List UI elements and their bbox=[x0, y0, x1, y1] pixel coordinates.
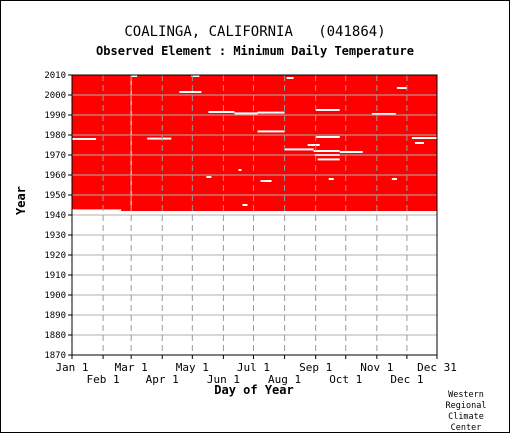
missing-segment-15 bbox=[315, 109, 340, 111]
missing-segment-2 bbox=[72, 138, 97, 140]
y-tick-label-1990: 1990 bbox=[44, 111, 66, 121]
data-present-block-0 bbox=[72, 75, 437, 213]
missing-segment-9 bbox=[284, 148, 314, 151]
credit-line-3: Climate bbox=[448, 412, 484, 422]
missing-segment-20 bbox=[260, 180, 272, 182]
x-tick-label-182: Jul 1 bbox=[237, 361, 270, 374]
missing-segment-0 bbox=[72, 209, 122, 212]
x-tick-label-91: Apr 1 bbox=[146, 373, 179, 386]
y-tick-label-1910: 1910 bbox=[44, 271, 66, 281]
y-tick-label-1870: 1870 bbox=[44, 351, 66, 361]
missing-segment-25 bbox=[286, 77, 294, 79]
missing-segment-17 bbox=[371, 113, 396, 115]
y-tick-label-1940: 1940 bbox=[44, 211, 66, 221]
missing-segment-13 bbox=[307, 144, 320, 146]
missing-segment-16 bbox=[339, 151, 363, 153]
y-tick-label-2000: 2000 bbox=[44, 91, 66, 101]
credit-line-4: Center bbox=[450, 423, 482, 433]
y-tick-label-1920: 1920 bbox=[44, 251, 66, 261]
credit-block: Western Regional Climate Center bbox=[436, 390, 496, 434]
y-tick-label-1930: 1930 bbox=[44, 231, 66, 241]
x-axis-label: Day of Year bbox=[214, 383, 293, 397]
chart-title: COALINGA, CALIFORNIA (041864) bbox=[124, 24, 386, 40]
missing-segment-8 bbox=[257, 130, 285, 133]
x-tick-label-60: Mar 1 bbox=[115, 361, 148, 374]
missing-segment-10 bbox=[313, 150, 340, 152]
missing-segment-18 bbox=[411, 137, 437, 139]
x-tick-label-32: Feb 1 bbox=[87, 373, 120, 386]
x-tick-label-152: Jun 1 bbox=[207, 373, 240, 386]
y-tick-label-1970: 1970 bbox=[44, 151, 66, 161]
missing-segment-23 bbox=[131, 75, 138, 77]
x-tick-label-365: Dec 31 bbox=[417, 361, 457, 374]
chart-subtitle: Observed Element : Minimum Daily Tempera… bbox=[96, 44, 414, 58]
missing-segment-4 bbox=[179, 91, 202, 93]
missing-segment-14 bbox=[315, 136, 340, 138]
y-tick-label-2010: 2010 bbox=[44, 71, 66, 81]
y-tick-label-1900: 1900 bbox=[44, 291, 66, 301]
missing-segment-22 bbox=[242, 204, 248, 206]
credit-line-2: Regional bbox=[445, 401, 487, 411]
missing-segment-19 bbox=[414, 142, 424, 144]
y-tick-label-1890: 1890 bbox=[44, 311, 66, 321]
missing-segment-3 bbox=[147, 137, 172, 140]
missing-segment-12 bbox=[317, 158, 340, 161]
missing-segment-21 bbox=[238, 169, 242, 171]
y-tick-label-1880: 1880 bbox=[44, 331, 66, 341]
x-tick-label-121: May 1 bbox=[176, 361, 209, 374]
x-tick-label-213: Aug 1 bbox=[268, 373, 301, 386]
missing-segment-27 bbox=[206, 176, 212, 178]
x-tick-label-244: Sep 1 bbox=[299, 361, 332, 374]
missing-segment-7 bbox=[257, 111, 285, 114]
x-tick-label-305: Nov 1 bbox=[360, 361, 393, 374]
missing-segment-29 bbox=[391, 178, 397, 180]
missing-segment-28 bbox=[328, 178, 334, 180]
y-tick-label-1980: 1980 bbox=[44, 131, 66, 141]
x-tick-label-335: Dec 1 bbox=[390, 373, 423, 386]
y-tick-label-1950: 1950 bbox=[44, 191, 66, 201]
missing-segment-24 bbox=[191, 75, 200, 77]
missing-segment-26 bbox=[396, 87, 407, 89]
credit-line-1: Western bbox=[448, 390, 484, 400]
missing-segment-1 bbox=[72, 211, 437, 213]
x-tick-label-274: Oct 1 bbox=[329, 373, 362, 386]
y-tick-label-1960: 1960 bbox=[44, 171, 66, 181]
x-tick-label-1: Jan 1 bbox=[55, 361, 88, 374]
missing-segment-6 bbox=[234, 112, 258, 115]
missing-segment-5 bbox=[208, 111, 235, 113]
plot-border bbox=[71, 74, 438, 356]
